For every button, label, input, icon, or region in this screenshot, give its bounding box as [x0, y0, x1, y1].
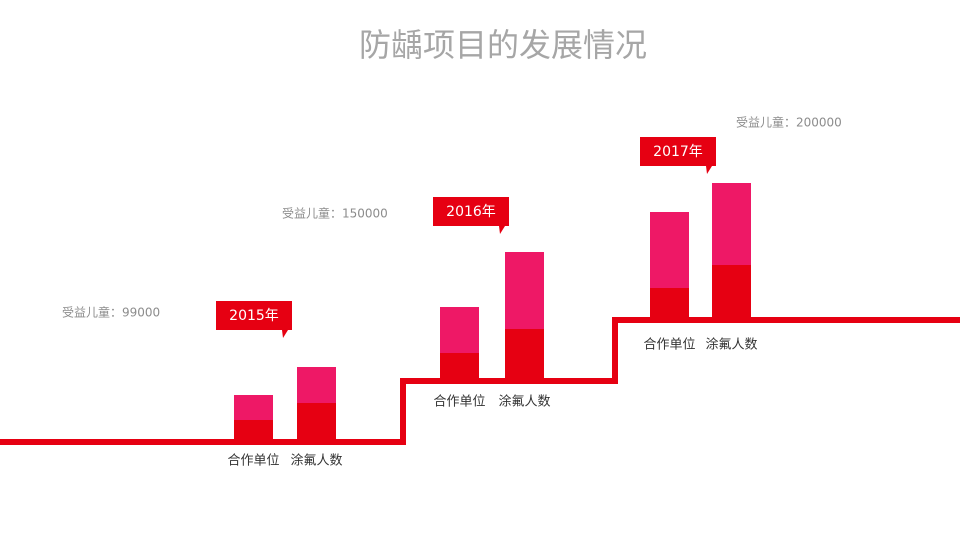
bar-bottom: [440, 353, 479, 378]
bar-top: [505, 252, 544, 329]
bar-bottom: [505, 329, 544, 378]
bar-top: [712, 183, 751, 265]
year-badge: [640, 137, 716, 174]
bar-top: [297, 367, 336, 403]
bar-bottom: [712, 265, 751, 317]
bar-top: [650, 212, 689, 288]
bar-top: [234, 395, 273, 420]
bar-label: 合作单位: [433, 395, 485, 410]
bar-top: [440, 307, 479, 353]
year-badge: [216, 301, 292, 338]
slide-title: 防龋项目的发展情况: [359, 26, 647, 64]
benefit-text: 受益儿童：99000: [62, 305, 160, 320]
benefit-text: 受益儿童：200000: [736, 115, 842, 130]
year-badge: [433, 197, 509, 234]
benefit-text: 受益儿童：150000: [282, 206, 388, 221]
year-label: 2017年: [653, 144, 703, 160]
bar-label: 涂氟人数: [498, 394, 550, 410]
year-label: 2016年: [446, 204, 496, 220]
bar-label: 合作单位: [643, 338, 695, 353]
bar-bottom: [650, 288, 689, 317]
bar-bottom: [297, 403, 336, 439]
bar-label: 涂氟人数: [705, 337, 757, 353]
bar-label: 涂氟人数: [290, 453, 342, 469]
year-label: 2015年: [229, 308, 279, 324]
step-line: [0, 317, 960, 445]
bar-bottom: [234, 420, 273, 439]
bar-label: 合作单位: [227, 454, 279, 469]
